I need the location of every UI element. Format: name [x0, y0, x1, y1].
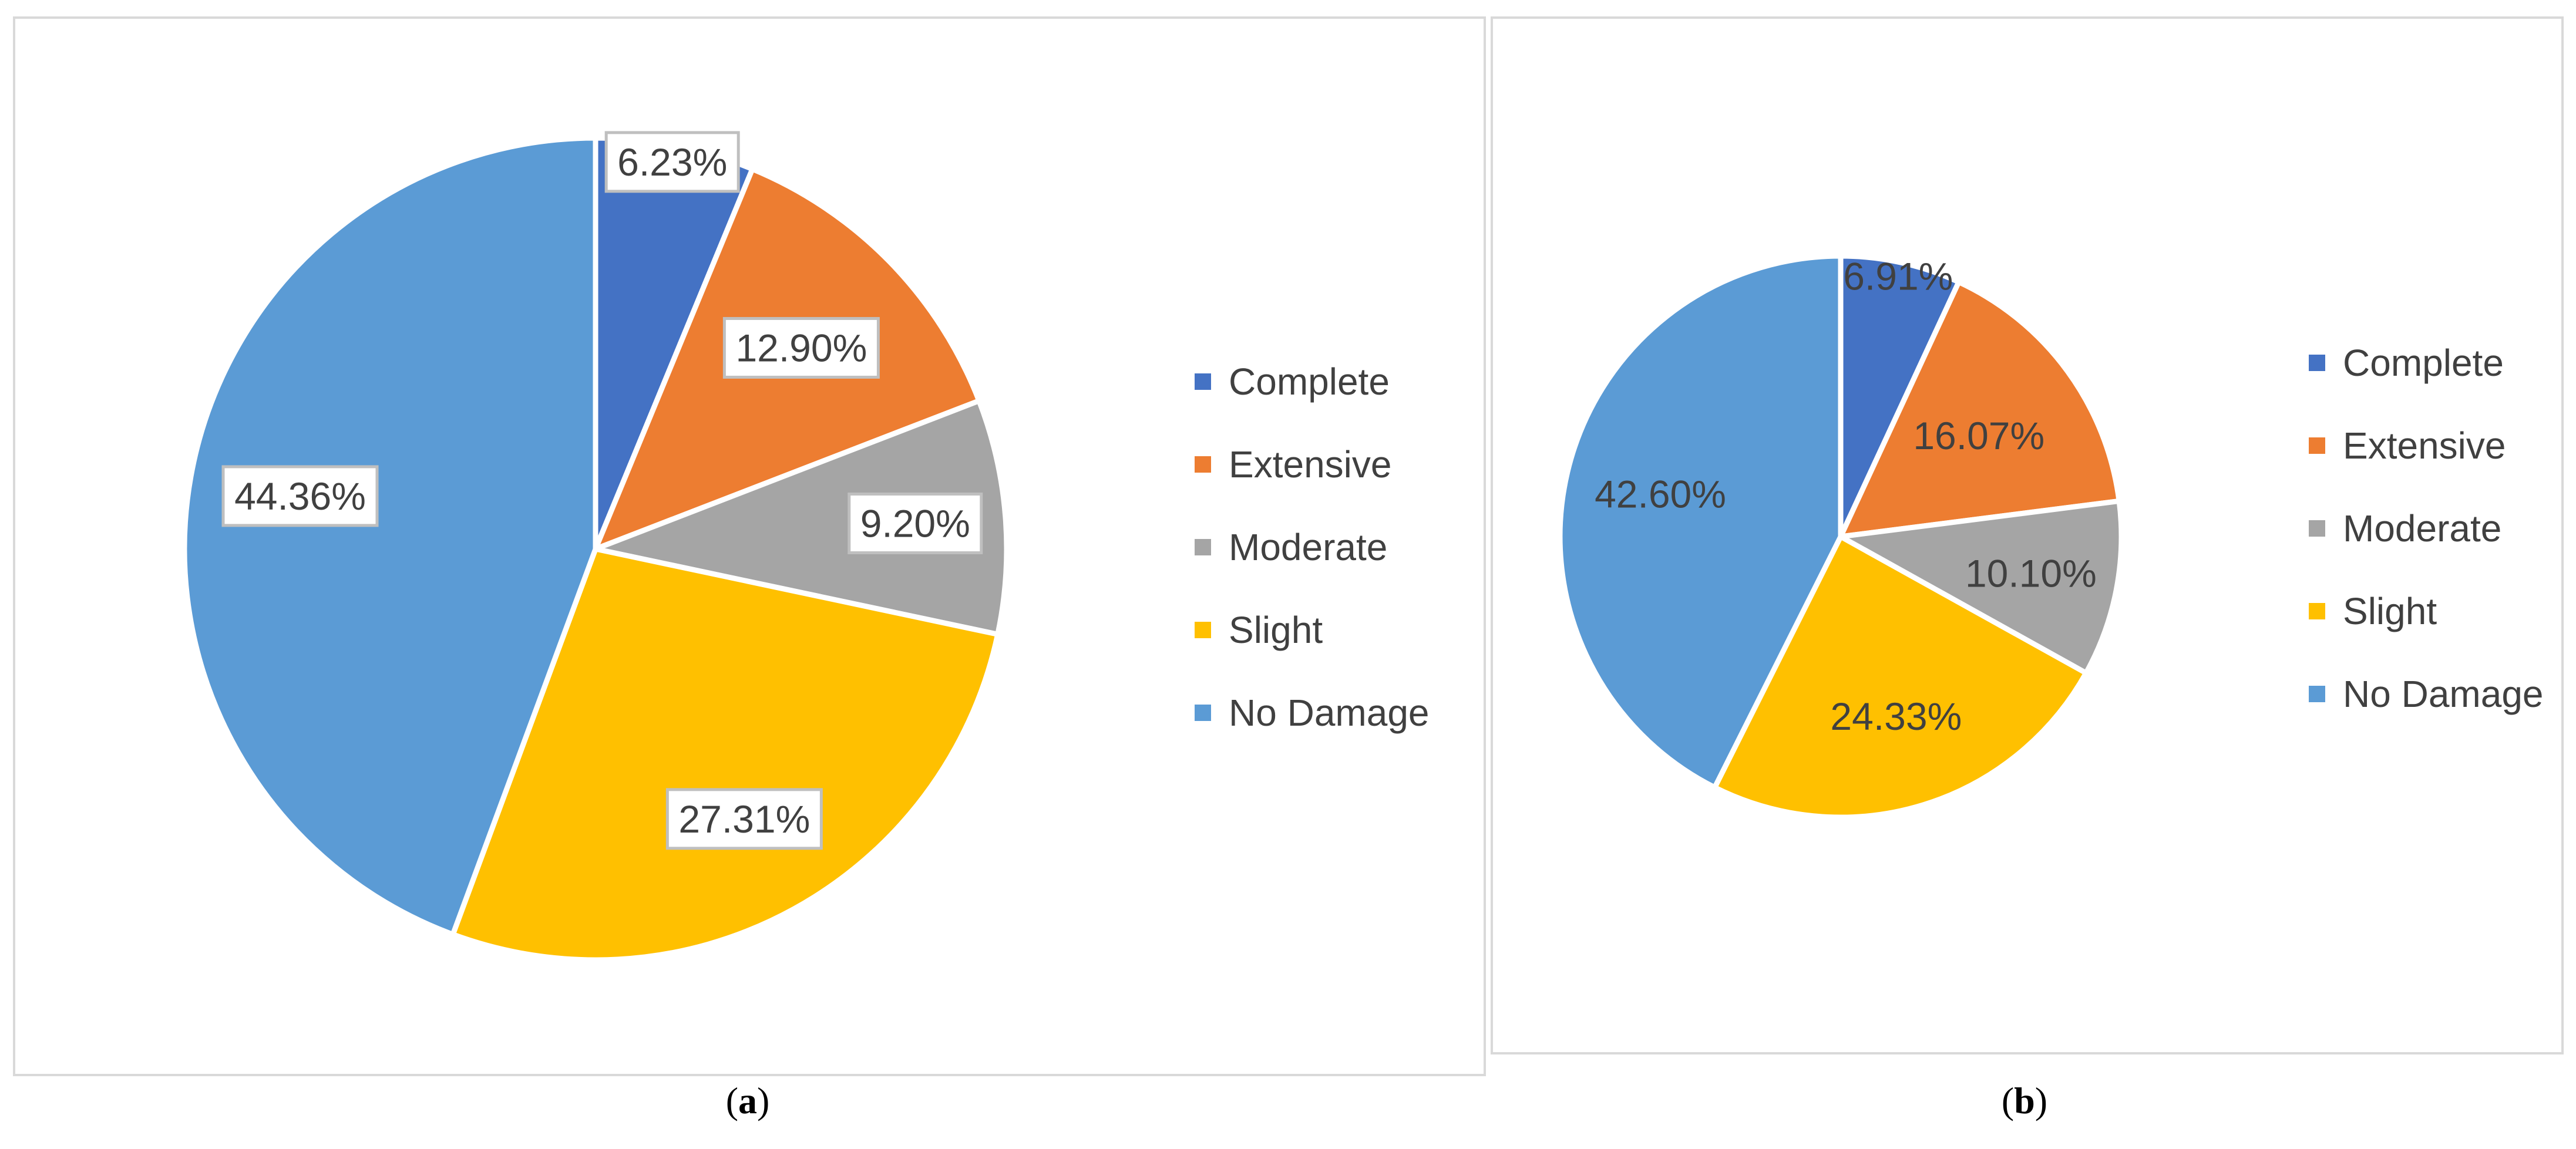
data-label-text: 44.36%	[234, 474, 366, 518]
callout-box	[604, 131, 740, 193]
legend-swatch-extensive	[1195, 456, 1211, 473]
legend-label-extensive: Extensive	[1229, 443, 1391, 486]
legend-label-slight: Slight	[1229, 609, 1323, 651]
data-label-extensive: 16.07%	[1913, 414, 2044, 457]
legend-swatch-moderate	[1195, 539, 1211, 555]
data-label-text: 6.91%	[1843, 255, 1953, 298]
data-label-slight: 27.31%	[665, 788, 823, 850]
data-label-no-damage: 42.60%	[1595, 472, 1726, 515]
pie-slice-moderate	[593, 398, 1010, 637]
callout-box	[665, 788, 823, 850]
data-label-text: 6.23%	[617, 140, 727, 184]
data-label-extensive: 12.90%	[722, 316, 880, 379]
chart-panel-b: 6.91% 16.07% 10.10% 24.33% 42.60% Complete Ext…	[1491, 16, 2564, 1054]
caption-b: (b)	[2001, 1080, 2048, 1121]
pie-slice-slight	[450, 546, 1001, 963]
chart-panel-a: 6.23% 12.90% 9.20% 27.31% 44.36% Complete Exte…	[13, 16, 1486, 1076]
legend-label-complete: Complete	[1229, 360, 1390, 403]
data-label-text: 24.33%	[1830, 695, 1962, 738]
data-label-complete: 6.91%	[1843, 255, 1953, 298]
legend-label-moderate: Moderate	[2343, 507, 2501, 550]
pie-slice-moderate	[1838, 498, 2124, 676]
legend-swatch-complete	[1195, 373, 1211, 390]
data-label-moderate: 9.20%	[848, 492, 983, 554]
data-label-text: 42.60%	[1595, 472, 1726, 515]
data-label-text: 16.07%	[1913, 414, 2044, 457]
caption-b-letter: b	[2014, 1080, 2035, 1121]
pie-slice-no-damage	[181, 135, 598, 938]
legend-label-extensive: Extensive	[2343, 424, 2506, 467]
caption-a: (a)	[725, 1080, 770, 1121]
data-label-complete: 6.23%	[604, 131, 740, 193]
callout-box	[221, 465, 379, 527]
legend-swatch-slight	[2309, 603, 2325, 619]
legend-swatch-no-damage	[1195, 705, 1211, 721]
legend-label-slight: Slight	[2343, 590, 2437, 632]
legend-swatch-extensive	[2309, 437, 2325, 454]
data-label-moderate: 10.10%	[1965, 551, 2097, 595]
pie-slice-no-damage	[1557, 253, 1844, 790]
legend-label-complete: Complete	[2343, 342, 2504, 384]
caption-a-letter: a	[738, 1080, 757, 1121]
legend-swatch-moderate	[2309, 520, 2325, 537]
data-label-text: 9.20%	[860, 501, 970, 545]
callout-box	[848, 492, 983, 554]
legend-label-moderate: Moderate	[1229, 526, 1387, 568]
pie-slice-extensive	[1838, 279, 2122, 540]
data-label-no-damage: 44.36%	[221, 465, 379, 527]
legend-swatch-slight	[1195, 622, 1211, 638]
pie-slice-complete	[1838, 253, 1962, 540]
legend-label-no-damage: No Damage	[1229, 692, 1430, 734]
legend-label-no-damage: No Damage	[2343, 673, 2544, 715]
pie-chart-a: 6.23% 12.90% 9.20% 27.31% 44.36% Complete Exte…	[181, 131, 1430, 963]
legend-swatch-no-damage	[2309, 686, 2325, 702]
data-label-slight: 24.33%	[1830, 695, 1962, 738]
pie-chart-b: 6.91% 16.07% 10.10% 24.33% 42.60% Complete Ext…	[1557, 253, 2544, 820]
legend-swatch-complete	[2309, 355, 2325, 371]
callout-box	[722, 316, 880, 379]
data-label-text: 10.10%	[1965, 551, 2097, 595]
data-label-text: 12.90%	[735, 326, 867, 369]
data-label-text: 27.31%	[678, 797, 810, 841]
